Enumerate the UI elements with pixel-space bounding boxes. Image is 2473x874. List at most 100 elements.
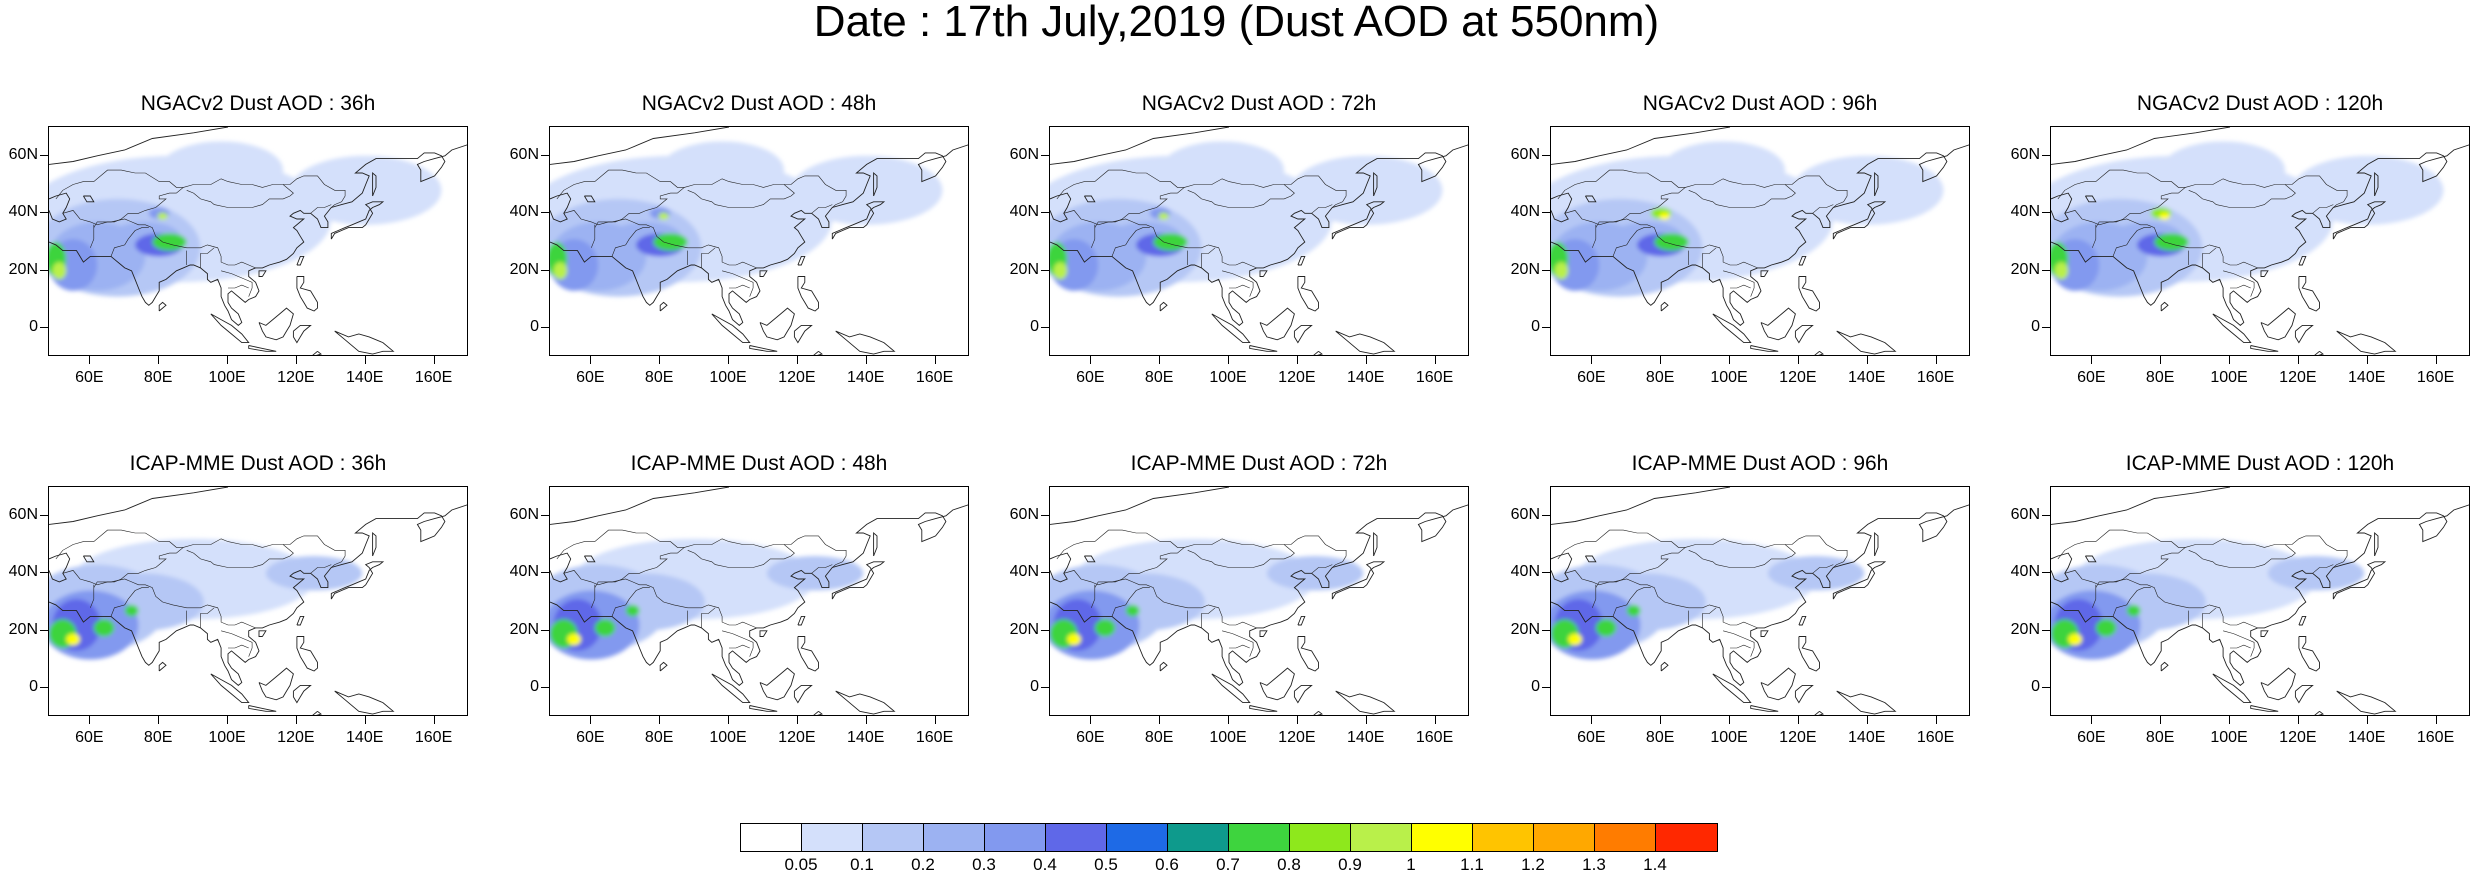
coastline (563, 538, 795, 586)
coastline (296, 276, 318, 312)
lon-tick (2435, 356, 2437, 364)
coastline (49, 144, 467, 326)
lat-tick (2042, 514, 2050, 516)
dust-aod-region (567, 633, 581, 646)
coastline (2223, 630, 2255, 657)
coastline (1297, 255, 1306, 266)
lat-tick (2042, 212, 2050, 214)
coastline (1284, 535, 1347, 568)
colorbar-label: 0.3 (972, 855, 996, 874)
lon-tick-label: 60E (1577, 729, 1606, 746)
lon-tick-label: 80E (1144, 369, 1174, 386)
coastline (1592, 224, 1597, 248)
lon-tick (1935, 716, 1937, 724)
coastline (591, 224, 596, 248)
lat-tick (1542, 572, 1550, 574)
panel-title: ICAP-MME Dust AOD : 36h (129, 452, 387, 475)
dust-aod-region (1160, 141, 1285, 199)
coastline (1551, 552, 1573, 583)
coastline (594, 218, 757, 269)
map-panel: NGACv2 Dust AOD : 96h 60N 40N 20N 0 60E 80E 100… (1511, 92, 1970, 386)
coastline (1760, 630, 1769, 637)
coastline (711, 673, 751, 704)
coastline (1551, 192, 1573, 223)
dust-aod-region (2161, 141, 2286, 199)
dust-aod-region (1125, 604, 1140, 617)
colorbar-label: 0.1 (850, 855, 874, 874)
lon-tick (1935, 356, 1937, 364)
colorbar-swatch (1351, 824, 1412, 851)
coastline (556, 169, 685, 200)
lon-tick (1159, 356, 1161, 364)
colorbar-label: 0.9 (1338, 855, 1362, 874)
dust-aod-region (1659, 212, 1670, 220)
dust-aod-region (2267, 556, 2365, 591)
lon-tick-label: 100E (1209, 369, 1247, 386)
lon-tick-label: 80E (644, 729, 674, 746)
lon-tick-label: 140E (2348, 369, 2386, 386)
map-panel: ICAP-MME Dust AOD : 72h 60N 40N 20N 0 60E 80E 1… (1010, 452, 1469, 746)
coastline (296, 255, 305, 266)
dust-aod-region (93, 619, 115, 637)
lat-tick-label: 60N (1009, 145, 1039, 163)
map-plot-area (549, 126, 969, 356)
panel-title: NGACv2 Dust AOD : 48h (641, 92, 877, 115)
coastline (784, 175, 847, 208)
coastline (283, 175, 346, 208)
coastline (1832, 561, 1887, 600)
coastline (835, 330, 896, 355)
coastline (2112, 587, 2151, 617)
coastline (248, 705, 277, 712)
lon-tick-label: 120E (277, 369, 315, 386)
lat-tick-label: 20N (2010, 620, 2040, 638)
coastline (2160, 661, 2169, 672)
colorbar-swatch (741, 824, 802, 851)
coastline (1063, 538, 1295, 586)
coastline (2250, 705, 2279, 712)
map-plot-area (1049, 486, 1469, 716)
lat-tick (541, 572, 549, 574)
colorbar-label: 1.3 (1582, 855, 1606, 874)
lat-tick (541, 629, 549, 631)
lat-tick (40, 327, 48, 329)
coastline (2230, 644, 2251, 649)
lon-tick-label: 60E (1076, 369, 1105, 386)
coastline (1794, 684, 1814, 704)
lon-tick-label: 120E (1278, 369, 1316, 386)
coastline (1750, 705, 1779, 712)
lat-tick-label: 0 (530, 678, 539, 696)
dust-aod-map (550, 127, 968, 355)
lon-tick-label: 140E (847, 369, 885, 386)
lat-tick-label: 0 (530, 318, 539, 336)
coastline (2260, 307, 2296, 341)
panel-title: ICAP-MME Dust AOD : 96h (1631, 452, 1889, 475)
lon-tick-label: 140E (1347, 369, 1385, 386)
colorbar-swatch (924, 824, 985, 851)
coastline (110, 587, 149, 617)
coastline (296, 615, 305, 626)
coastline (793, 324, 813, 344)
lon-tick (659, 716, 661, 724)
colorbar-label: 0.4 (1033, 855, 1057, 874)
lat-tick-label: 20N (1009, 620, 1039, 638)
lon-tick-label: 100E (709, 729, 747, 746)
coastline (550, 192, 572, 223)
coastline (1211, 673, 1251, 704)
coastline (1595, 578, 1758, 629)
lat-tick (40, 514, 48, 516)
lon-tick (865, 356, 867, 364)
lat-tick-label: 40N (509, 203, 539, 221)
coastline (2332, 561, 2387, 600)
lat-tick-label: 40N (2010, 203, 2040, 221)
dust-aod-map (49, 487, 467, 715)
figure-title: Date : 17th July,2019 (Dust AOD at 550nm… (813, 0, 1660, 46)
lon-tick (865, 716, 867, 724)
lon-tick-label: 140E (847, 729, 885, 746)
coastline (1785, 175, 1848, 208)
coastline (83, 555, 95, 563)
coastline (797, 276, 819, 312)
lon-tick-label: 60E (1076, 729, 1105, 746)
coastline (2095, 578, 2258, 629)
coastline (811, 564, 833, 574)
coastline (729, 284, 750, 289)
